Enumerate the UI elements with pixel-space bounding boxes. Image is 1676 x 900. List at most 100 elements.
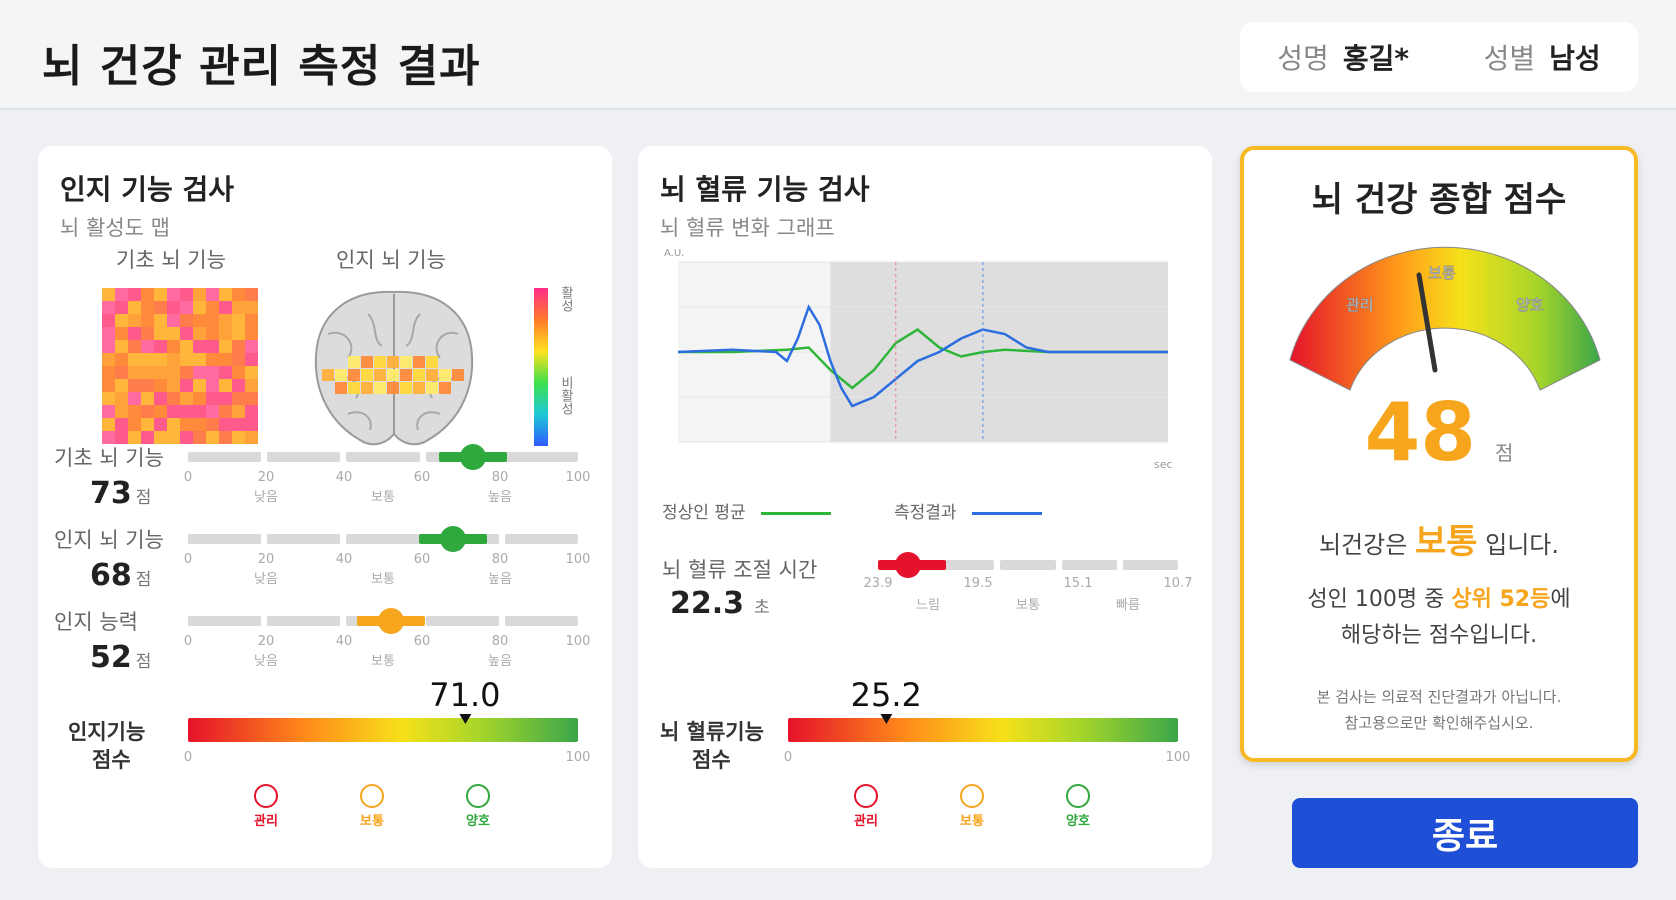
total-score-unit: 점 [1495,441,1514,465]
face-label: 양호 [1066,814,1090,829]
heatmap-cell [219,327,232,340]
heatmap-cell [206,418,219,431]
heatmap-cell [115,405,128,418]
heatmap-cell [232,353,245,366]
scale-min: 0 [783,750,793,765]
heatmap-cell [154,379,167,392]
total-title: 뇌 건강 종합 점수 [1311,180,1567,220]
track-segment [504,616,578,626]
heatmap-cell [232,340,245,353]
heatmap-cell [167,314,180,327]
name-value: 홍길* [1342,42,1409,75]
heatmap-cell [180,431,193,444]
brain-activity-cell [413,356,425,368]
gauge-label: 보통 [1428,264,1456,282]
heatmap-cell [128,353,141,366]
track-segment [267,452,341,462]
heatmap-cell [180,405,193,418]
rank-value: 상위 52등 [1451,587,1551,612]
heatmap-cell [219,431,232,444]
heatmap-cell [102,314,115,327]
y-axis-unit: A.U. [664,248,684,259]
metric-track [188,526,578,552]
heatmap-cell [154,288,167,301]
cognitive-score-marker: 71.0 [429,676,501,724]
heatmap-cell [219,314,232,327]
heatmap-cell [115,392,128,405]
heatmap-cell [141,379,154,392]
metric-ticks: 0 20 40 60 80 100 [184,552,591,568]
brain-activity-cell [426,369,438,381]
tick-label: 23.9 [863,576,893,591]
grade-label: 높음 [488,572,512,587]
heatmap-cell [193,379,206,392]
heatmap-cell [206,288,219,301]
grade-label: 높음 [488,654,512,669]
bloodflow-line-chart: A.U. sec [664,248,1173,471]
metric-name: 인지 능력 [54,610,138,634]
brain-activity-cell [413,382,425,394]
heatmap-cell [206,353,219,366]
brain-activity-cell [361,382,373,394]
grade-label: 보통 [371,572,395,587]
track-segment [1000,560,1056,570]
tick-label: 100 [565,470,591,485]
metric-unit: 점 [135,652,152,672]
map-label-cognitive: 인지 뇌 기능 [336,248,446,272]
heatmap-cell [245,418,258,431]
metric-unit: 점 [135,570,152,590]
tick-label: 19.5 [963,576,993,591]
metric-ticks: 0 20 40 60 80 100 [184,470,591,486]
status-suffix: 입니다. [1485,531,1560,559]
heatmap-cell [193,314,206,327]
heatmap-cell [219,301,232,314]
brain-activity-cell [413,369,425,381]
legend-measured: 측정결과 [894,498,1042,523]
status-prefix: 뇌건강은 [1318,531,1408,559]
notice-1: 본 검사는 의료적 진단결과가 아닙니다. [1316,688,1562,706]
grade-label: 빠름 [1116,598,1140,613]
bloodflow-scale: 0 100 [784,750,1191,766]
heatmap-cell [115,340,128,353]
cognitive-score-bar [188,718,578,742]
bloodflow-score-bar [788,718,1178,742]
heatmap-cell [154,327,167,340]
brain-activity-heatmap [102,288,258,444]
heatmap-cell [141,353,154,366]
gauge-label: 양호 [1516,296,1544,314]
regulation-time-ticks: 23.9 19.5 15.1 10.7 [864,576,1193,592]
heatmap-cell [128,379,141,392]
heatmap-cell [141,314,154,327]
track-segment [1061,560,1117,570]
bloodflow-score-label-2: 점수 [692,748,731,772]
grade-label: 높음 [488,490,512,505]
heatmap-cell [141,301,154,314]
heatmap-cell [154,301,167,314]
heatmap-cell [102,366,115,379]
legend-measured-swatch [971,511,1042,515]
heatmap-cell [232,301,245,314]
grade-label: 낮음 [254,572,278,587]
track-knob [440,526,467,552]
face-label: 관리 [254,814,278,829]
heatmap-cell [219,366,232,379]
heatmap-cell [102,353,115,366]
heatmap-cell [115,418,128,431]
brain-activity-cell [400,369,412,381]
heatmap-cell [193,431,206,444]
legend-measured-label: 측정결과 [894,503,957,523]
heatmap-cell [141,366,154,379]
track-segment [188,534,262,544]
heatmap-cell [154,314,167,327]
brain-activity-cell [426,382,438,394]
heatmap-cell [115,353,128,366]
status-value: 보통 [1414,522,1478,562]
heatmap-cell [245,366,258,379]
end-button[interactable]: 종료 [1292,798,1638,868]
rank-line2: 해당하는 점수입니다. [1340,623,1538,648]
colorbar-bottom-label: 비활성 [558,376,573,415]
grade-label: 느림 [916,598,940,613]
heatmap-cell [154,431,167,444]
heatmap-cell [102,327,115,340]
heatmap-cell [102,431,115,444]
